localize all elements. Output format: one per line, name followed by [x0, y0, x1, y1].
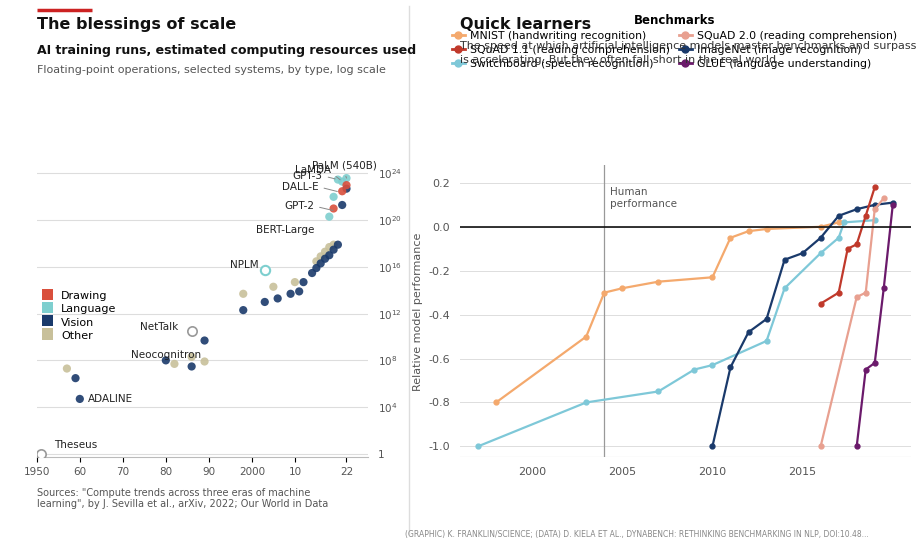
Point	[335, 177, 349, 186]
Point	[339, 181, 354, 190]
Point	[335, 201, 349, 209]
Point	[266, 282, 280, 291]
Point	[257, 298, 272, 306]
Point	[313, 252, 328, 261]
Point	[184, 362, 199, 371]
Y-axis label: Relative model performance: Relative model performance	[413, 232, 423, 391]
Text: Quick learners: Quick learners	[460, 17, 591, 31]
Point	[339, 174, 354, 182]
Point	[158, 356, 173, 365]
Point	[322, 251, 336, 260]
Point	[339, 184, 354, 193]
Text: Human
performance: Human performance	[609, 187, 676, 209]
Point	[326, 245, 341, 254]
Point	[197, 357, 211, 366]
Point	[330, 175, 345, 184]
Legend: MNIST (handwriting recognition), SQuAD 1.1 (reading comprehension), Switchboard : MNIST (handwriting recognition), SQuAD 1…	[447, 10, 901, 73]
Text: is accelerating. But they often fall short in the real world.: is accelerating. But they often fall sho…	[460, 55, 779, 65]
Text: GPT-3: GPT-3	[292, 171, 335, 181]
Point	[330, 240, 345, 249]
Point	[197, 336, 211, 345]
Point	[317, 247, 332, 256]
Point	[296, 278, 311, 287]
Legend: Drawing, Language, Vision, Other: Drawing, Language, Vision, Other	[42, 291, 117, 341]
Point	[34, 450, 49, 458]
Point	[291, 287, 306, 296]
Text: AI training runs, estimated computing resources used: AI training runs, estimated computing re…	[37, 44, 415, 57]
Point	[184, 327, 199, 336]
Point	[73, 395, 87, 403]
Text: The blessings of scale: The blessings of scale	[37, 17, 236, 31]
Text: Neocognitron: Neocognitron	[131, 350, 201, 360]
Point	[270, 294, 285, 303]
Point	[283, 289, 298, 298]
Text: BERT-Large: BERT-Large	[255, 225, 314, 235]
Text: NetTalk: NetTalk	[140, 322, 178, 332]
Point	[167, 359, 182, 368]
Point	[235, 289, 250, 298]
Text: (GRAPHIC) K. FRANKLIN/SCIENCE; (DATA) D. KIELA ET AL., DYNABENCH: RETHINKING BEN: (GRAPHIC) K. FRANKLIN/SCIENCE; (DATA) D.…	[404, 530, 868, 539]
Text: LaMDA: LaMDA	[295, 165, 340, 180]
Text: Theseus: Theseus	[54, 440, 97, 450]
Point	[317, 255, 332, 263]
Point	[335, 187, 349, 196]
Point	[304, 269, 319, 278]
Point	[60, 364, 74, 373]
Point	[326, 204, 341, 213]
Point	[326, 240, 341, 249]
Point	[257, 266, 272, 275]
Point	[326, 192, 341, 201]
Text: GPT-2: GPT-2	[284, 201, 333, 211]
Point	[257, 266, 272, 275]
Text: Sources: "Compute trends across three eras of machine
learning", by J. Sevilla e: Sources: "Compute trends across three er…	[37, 488, 328, 509]
Point	[184, 353, 199, 361]
Point	[322, 242, 336, 251]
Point	[313, 259, 328, 268]
Point	[288, 278, 302, 287]
Text: NPLM: NPLM	[230, 260, 259, 270]
Text: Floating-point operations, selected systems, by type, log scale: Floating-point operations, selected syst…	[37, 65, 385, 75]
Point	[309, 263, 323, 272]
Text: DALL-E: DALL-E	[281, 182, 337, 192]
Point	[235, 306, 250, 315]
Text: The speed at which artificial intelligence models master benchmarks and surpass : The speed at which artificial intelligen…	[460, 41, 919, 51]
Point	[322, 212, 336, 221]
Text: PaLM (540B): PaLM (540B)	[312, 161, 377, 178]
Point	[68, 374, 83, 382]
Text: ADALINE: ADALINE	[88, 393, 133, 403]
Point	[309, 257, 323, 266]
